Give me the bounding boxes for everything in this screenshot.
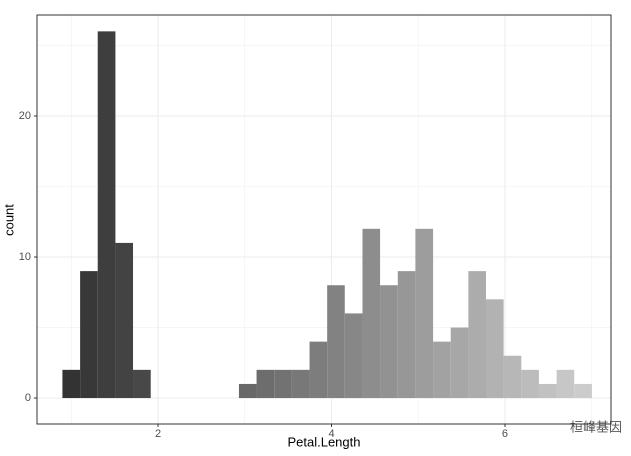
bar (538, 383, 557, 399)
y-tick-label: 10 (19, 251, 31, 263)
bar (62, 369, 81, 399)
bar (274, 369, 292, 399)
bar (415, 228, 434, 399)
panel-border (36, 14, 612, 425)
bar (238, 383, 257, 399)
bar (521, 369, 539, 399)
bar (80, 271, 98, 399)
bar (309, 341, 328, 399)
bar (97, 31, 116, 399)
x-tick-label: 4 (328, 428, 334, 440)
bar (556, 369, 575, 399)
bar (291, 369, 310, 399)
bar (485, 299, 504, 399)
x-tick-label: 2 (155, 428, 161, 440)
x-axis-label: Petal.Length (287, 434, 360, 449)
bar (380, 285, 398, 399)
bar (397, 271, 416, 399)
bar (344, 313, 363, 399)
x-tick-label: 6 (502, 428, 508, 440)
y-tick-label: 20 (19, 110, 31, 122)
bar (362, 228, 381, 399)
bar (433, 341, 451, 399)
bar (468, 271, 486, 399)
bar (115, 242, 134, 399)
y-axis-label: count (1, 204, 16, 236)
bar (450, 327, 469, 399)
y-tick-label: 0 (25, 392, 31, 404)
bar (574, 383, 592, 399)
bar (327, 285, 345, 399)
bar (256, 369, 275, 399)
bar (503, 355, 522, 399)
bar (133, 369, 151, 399)
watermark: 桓峰基因 (570, 419, 622, 434)
